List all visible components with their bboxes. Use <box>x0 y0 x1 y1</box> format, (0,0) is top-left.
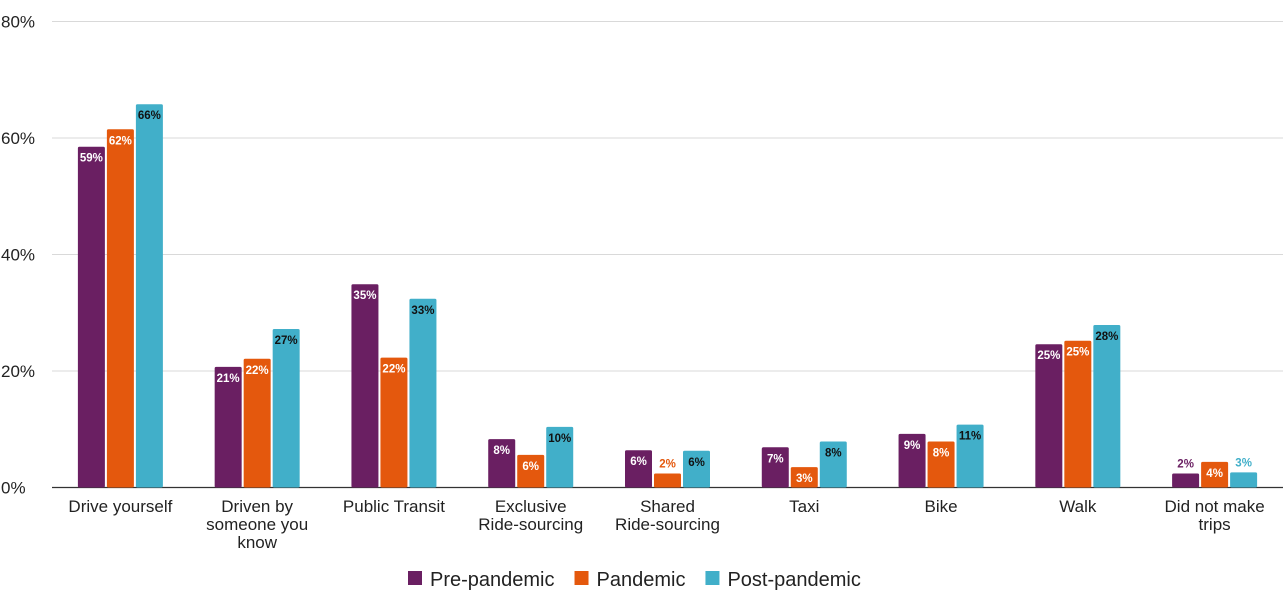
bar-pandemic <box>243 358 271 488</box>
category-label: Walk <box>1059 497 1097 516</box>
bar-pandemic <box>380 357 408 488</box>
legend-label: Pre-pandemic <box>430 569 555 591</box>
bar-pre-pandemic <box>351 284 379 488</box>
data-label: 10% <box>548 433 571 445</box>
legend-swatch <box>408 571 422 585</box>
data-label: 25% <box>1066 347 1089 359</box>
bars <box>77 104 1258 488</box>
data-label: 33% <box>411 305 434 317</box>
data-label: 8% <box>825 447 842 459</box>
bar-pre-pandemic <box>761 447 789 488</box>
category-label: Public Transit <box>343 497 445 516</box>
bar-post-pandemic <box>1230 472 1258 488</box>
y-axis-ticks: 0% 20% 40% 60% 80% <box>1 13 35 498</box>
bar-pre-pandemic <box>1035 344 1063 488</box>
y-tick-label: 0% <box>1 479 26 498</box>
data-label: 6% <box>522 461 539 473</box>
data-labels: 59% 62% 66% 21% 22% 27% 35% 22% 33% 8% 6% 10% 6% 2% 6%… <box>80 110 1252 485</box>
bar-pandemic <box>654 473 681 488</box>
bar-post-pandemic <box>409 298 437 488</box>
bar-post-pandemic <box>546 426 574 488</box>
bar-pre-pandemic <box>625 450 652 488</box>
bar-post-pandemic <box>819 441 847 488</box>
legend: Pre-pandemic Pandemic Post-pandemic <box>408 569 861 591</box>
bar-pandemic <box>1201 461 1229 488</box>
data-label: 22% <box>382 364 405 376</box>
data-label: 66% <box>138 110 161 122</box>
category-label: Bike <box>925 497 958 516</box>
bar-pre-pandemic <box>77 146 105 488</box>
bar-pre-pandemic <box>214 366 242 488</box>
x-axis-categories: Drive yourself Driven by someone you know Pu… <box>68 497 1264 552</box>
bar-pre-pandemic <box>488 439 516 488</box>
category-label: Driven by someone you know <box>206 497 308 552</box>
bar-pandemic <box>1064 340 1092 488</box>
bar-post-pandemic <box>1093 324 1121 488</box>
y-tick-label: 60% <box>1 129 35 148</box>
bar-pandemic <box>790 467 818 488</box>
category-label: Exclusive Ride-sourcing <box>478 497 583 534</box>
bar-pandemic <box>517 454 545 488</box>
legend-swatch <box>574 571 589 585</box>
data-label: 3% <box>796 473 813 485</box>
bar-pandemic <box>927 441 955 488</box>
data-label: 27% <box>275 335 298 347</box>
data-label: 6% <box>688 457 705 469</box>
bar-post-pandemic <box>956 424 984 488</box>
y-tick-label: 80% <box>1 13 35 32</box>
legend-swatch <box>705 571 720 585</box>
data-label: 2% <box>659 459 676 471</box>
category-label: Taxi <box>789 497 819 516</box>
data-label: 4% <box>1206 468 1223 480</box>
data-label: 7% <box>767 453 784 465</box>
category-label: Drive yourself <box>68 497 172 516</box>
data-label: 8% <box>493 445 510 457</box>
data-label: 35% <box>353 290 376 302</box>
data-label: 11% <box>959 431 981 443</box>
y-tick-label: 40% <box>1 246 35 265</box>
data-label: 3% <box>1235 457 1252 469</box>
data-label: 2% <box>1177 459 1194 471</box>
data-label: 62% <box>109 135 132 147</box>
bar-pre-pandemic <box>1172 473 1200 488</box>
category-label: Shared Ride-sourcing <box>615 497 720 534</box>
category-label: Did not make trips <box>1165 497 1265 534</box>
y-tick-label: 20% <box>1 362 35 381</box>
legend-label: Post-pandemic <box>727 569 860 591</box>
legend-label: Pandemic <box>597 569 686 591</box>
bar-pre-pandemic <box>898 433 926 488</box>
data-label: 8% <box>933 447 950 459</box>
bar-pandemic <box>106 129 134 488</box>
data-label: 22% <box>246 365 269 377</box>
data-label: 28% <box>1095 331 1118 343</box>
bar-post-pandemic <box>683 450 710 488</box>
data-label: 9% <box>904 440 921 452</box>
bar-post-pandemic <box>272 329 300 488</box>
data-label: 59% <box>80 153 103 165</box>
data-label: 25% <box>1037 350 1060 362</box>
data-label: 21% <box>217 373 240 385</box>
data-label: 6% <box>630 456 647 468</box>
bar-post-pandemic <box>135 104 163 488</box>
